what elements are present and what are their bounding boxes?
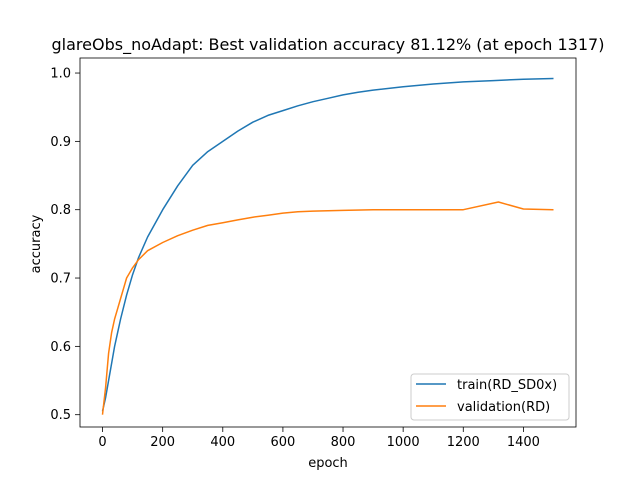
x-tick-label: 600 — [270, 435, 295, 450]
x-tick-label: 200 — [150, 435, 175, 450]
x-tick-label: 400 — [210, 435, 235, 450]
series-line-0 — [101, 77, 554, 412]
x-tick-label: 1400 — [507, 435, 540, 450]
chart-title: glareObs_noAdapt: Best validation accura… — [52, 35, 605, 55]
plot-area: 0 200 400 600 800 1000 1200 1400 0.5 0.6 0.7 0.8 0.9… — [50, 57, 577, 450]
y-tick-label: 0.8 — [50, 203, 71, 218]
series-line-1 — [101, 201, 554, 415]
x-tick-label: 1000 — [387, 435, 420, 450]
legend-label-0: train(RD_SD0x) — [457, 378, 557, 393]
legend-label-1: validation(RD) — [457, 400, 550, 415]
x-tick-label: 0 — [98, 435, 106, 450]
x-tick-label: 1200 — [447, 435, 480, 450]
legend: train(RD_SD0x) validation(RD) — [410, 373, 570, 421]
axes-frame — [79, 57, 577, 428]
y-tick-label: 0.5 — [50, 408, 71, 423]
legend-box — [410, 373, 570, 421]
x-axis-label: epoch — [308, 456, 348, 471]
y-tick-label: 0.6 — [50, 340, 71, 355]
x-tick-label: 800 — [331, 435, 356, 450]
y-tick-label: 0.7 — [50, 272, 71, 287]
y-tick-label: 0.9 — [50, 135, 71, 150]
y-tick-label: 1.0 — [50, 67, 71, 82]
y-axis-label: accuracy — [29, 214, 44, 273]
